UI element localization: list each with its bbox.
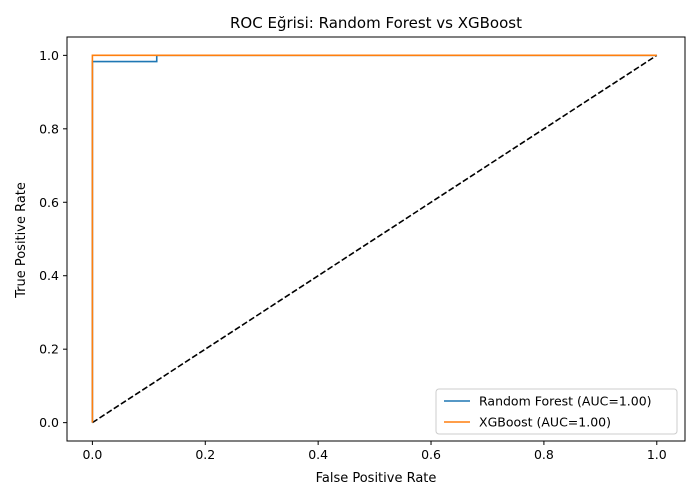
y-tick-label: 0.8 (39, 121, 59, 136)
legend-box (435, 388, 678, 435)
legend-entry-label: XGBoost (AUC=1.00) (479, 415, 611, 430)
legend-entry-label: Random Forest (AUC=1.00) (479, 394, 652, 409)
x-tick-label: 0.6 (421, 447, 441, 462)
x-tick-label: 0.4 (308, 447, 328, 462)
y-tick-label: 0.6 (39, 195, 59, 210)
x-tick-label: 0.8 (534, 447, 554, 462)
y-tick-label: 0.0 (39, 415, 59, 430)
x-axis: 0.0 0.2 0.4 0.6 0.8 1.0 (82, 441, 667, 462)
y-axis: 0.0 0.2 0.4 0.6 0.8 1.0 (39, 48, 67, 430)
y-tick-label: 1.0 (39, 48, 59, 63)
series-layer (91, 54, 658, 424)
y-tick-label: 0.4 (39, 268, 59, 283)
plot-frame (66, 36, 686, 442)
x-tick-label: 0.2 (195, 447, 215, 462)
x-tick-label: 0.0 (82, 447, 102, 462)
y-tick-label: 0.2 (39, 342, 59, 357)
x-tick-label: 1.0 (647, 447, 667, 462)
series-line-xgboost (91, 54, 657, 423)
chart-title: ROC Eğrisi: Random Forest vs XGBoost (230, 14, 522, 32)
series-line-chance (91, 54, 658, 424)
x-axis-label: False Positive Rate (316, 471, 437, 486)
legend: Random Forest (AUC=1.00) XGBoost (AUC=1.0… (435, 388, 678, 435)
y-axis-label: True Positive Rate (14, 182, 29, 299)
